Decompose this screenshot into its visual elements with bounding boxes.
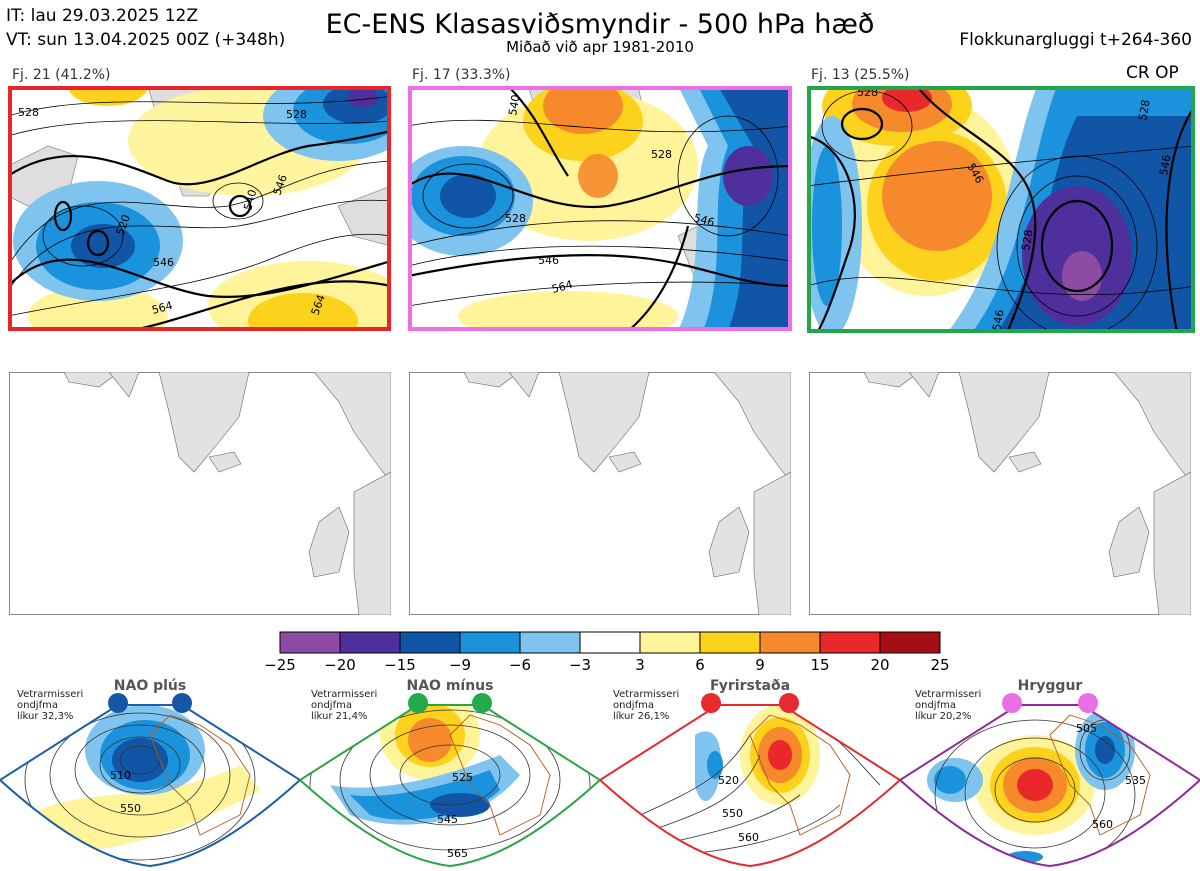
colorbar-tick-label: −6	[509, 656, 531, 674]
regime-contour-label: 545	[437, 813, 458, 826]
valid-time: VT: sun 13.04.2025 00Z (+348h)	[6, 30, 286, 50]
regime-note: líkur 21,4%	[311, 710, 367, 722]
classification-window: Flokkunargluggi t+264-360	[959, 30, 1192, 50]
cluster-1-map: 528 520 546 564 528 546 564 540	[8, 86, 391, 331]
colorbar-tick-label: 9	[755, 656, 765, 674]
empty-map-panel-3	[809, 372, 1191, 615]
cluster-1-label: Fj. 21 (41.2%)	[12, 67, 111, 83]
colorbar-swatch	[639, 631, 701, 654]
colorbar: −25 −20 −15 −9 −6 −3 3 6 9 15 20 25	[264, 631, 950, 674]
cluster-2-contour-label: 540	[506, 94, 522, 117]
cluster-2-contour-label: 528	[505, 212, 526, 225]
regime-title: Fyrirstaða	[710, 678, 790, 694]
colorbar-swatch	[459, 631, 521, 654]
regime-contour-label: 550	[722, 807, 743, 820]
cluster-3-label: Fj. 13 (25.5%)	[811, 67, 910, 83]
cluster-2-contour-label: 564	[550, 278, 574, 296]
regime-contour-label: 560	[738, 831, 759, 844]
empty-map-panel-2	[409, 372, 791, 615]
cluster-2-contour-label: 546	[692, 211, 716, 229]
regime-note: ondjfma	[17, 700, 58, 711]
cluster-3-contour-label: 546	[990, 309, 1006, 332]
colorbar-swatch	[759, 631, 821, 654]
regime-contour-label: 560	[1092, 818, 1113, 831]
colorbar-swatch	[819, 631, 881, 654]
regime-contour-label: 520	[718, 774, 739, 787]
colorbar-swatch	[879, 631, 941, 654]
colorbar-tick-label: 3	[635, 656, 645, 674]
cluster-2-map: 528 528 546 564 546 540	[408, 86, 792, 331]
regime-note: ondjfma	[915, 700, 956, 711]
header-info: IT: lau 29.03.2025 12Z VT: sun 13.04.202…	[6, 4, 285, 52]
regime-nao-plus: NAO plús Vetrarmisseri ondjfma líkur 32,…	[0, 678, 300, 868]
cluster-1-contour-label: 564	[150, 299, 174, 317]
page-subtitle: Miðað við apr 1981-2010	[506, 38, 694, 56]
regime-note: Vetrarmisseri	[311, 689, 377, 700]
regime-nao-minus: NAO mínus Vetrarmisseri ondjfma líkur 21…	[300, 678, 600, 868]
colorbar-tick-label: −25	[264, 656, 296, 674]
empty-map-panel-1	[9, 372, 391, 615]
colorbar-tick-label: −9	[449, 656, 471, 674]
cluster-1-contour-label: 528	[18, 106, 39, 119]
cluster-2-contour-label: 528	[651, 148, 672, 161]
regime-note: líkur 26,1%	[613, 710, 669, 722]
regime-contour-label: 505	[1076, 722, 1097, 735]
regime-ridge: Hryggur Vetrarmisseri ondjfma líkur 20,2…	[900, 678, 1200, 868]
colorbar-swatch	[399, 631, 461, 654]
regime-note: Vetrarmisseri	[613, 689, 679, 700]
regime-contour-label: 565	[447, 847, 468, 860]
cluster-1-contour-label: 546	[153, 256, 174, 269]
cluster-1-contour-label: 540	[241, 188, 259, 212]
page-title: EC-ENS Klasasviðsmyndir - 500 hPa hæð	[325, 9, 875, 40]
colorbar-swatch	[519, 631, 581, 654]
regime-note: ondjfma	[613, 700, 654, 711]
regime-title: Hryggur	[1018, 678, 1083, 694]
regime-note: Vetrarmisseri	[915, 689, 981, 700]
colorbar-swatch	[699, 631, 761, 654]
colorbar-swatch	[279, 631, 341, 654]
regime-blocking: Fyrirstaða Vetrarmisseri ondjfma líkur 2…	[600, 678, 900, 868]
regime-contour-label: 525	[452, 771, 473, 784]
regime-note: ondjfma	[311, 700, 352, 711]
regime-contour-label: 510	[110, 769, 131, 782]
colorbar-tick-label: −20	[324, 656, 356, 674]
cluster-1-contour-label: 528	[286, 108, 307, 121]
cluster-2-label: Fj. 17 (33.3%)	[412, 67, 511, 83]
colorbar-tick-label: −3	[569, 656, 591, 674]
colorbar-swatch	[339, 631, 401, 654]
regime-contour-label: 550	[120, 802, 141, 815]
regime-contour-label: 535	[1125, 774, 1146, 787]
regime-note: líkur 20,2%	[915, 710, 971, 722]
regime-title: NAO plús	[114, 678, 186, 694]
cluster-3-contour-label: 546	[1157, 154, 1173, 177]
cluster-3-contour-label: 528	[1019, 229, 1035, 252]
colorbar-tick-label: −15	[384, 656, 416, 674]
colorbar-tick-label: 15	[810, 656, 829, 674]
colorbar-swatch	[579, 631, 641, 654]
regime-title: NAO mínus	[407, 678, 494, 694]
cluster-3-map: 528 546 528 546 546 528	[807, 86, 1195, 333]
colorbar-tick-label: 25	[930, 656, 949, 674]
cluster-3-contour-label: 528	[1136, 99, 1152, 122]
regime-note: Vetrarmisseri	[17, 689, 83, 700]
cluster-2-contour-label: 546	[538, 254, 559, 267]
regime-note: líkur 32,3%	[17, 710, 73, 722]
cr-op-label: CR OP	[1126, 63, 1179, 83]
initial-time: IT: lau 29.03.2025 12Z	[6, 6, 198, 26]
colorbar-tick-label: 20	[870, 656, 889, 674]
colorbar-tick-label: 6	[695, 656, 705, 674]
